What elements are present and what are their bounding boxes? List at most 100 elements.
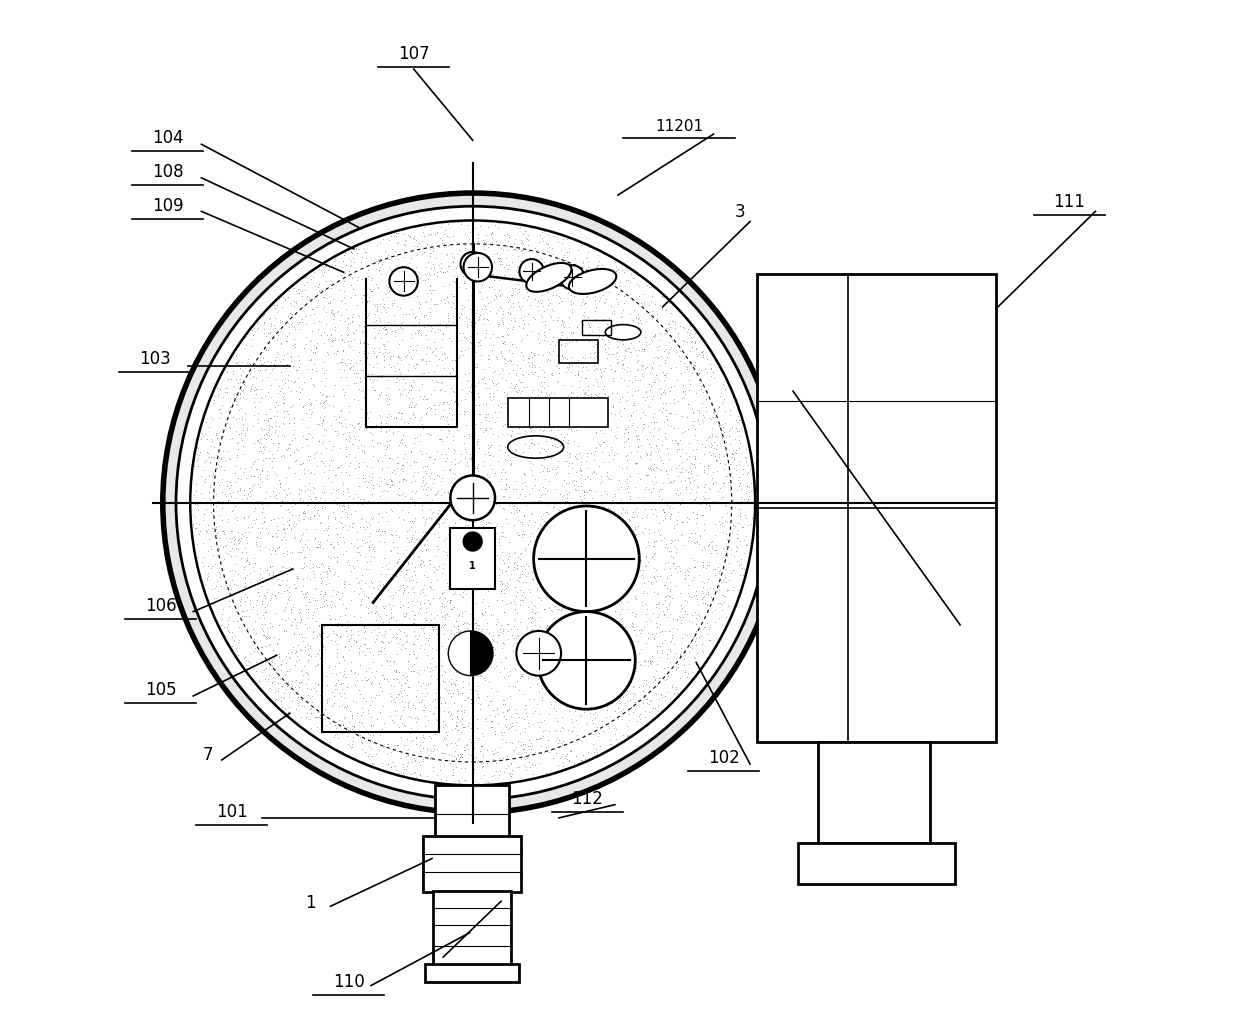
Point	[616, 577, 636, 593]
Point	[522, 525, 542, 542]
Point	[609, 405, 629, 422]
Point	[516, 643, 536, 659]
Point	[470, 258, 490, 274]
Point	[247, 316, 267, 332]
Point	[683, 579, 703, 595]
Point	[471, 669, 491, 685]
Point	[366, 706, 386, 722]
Point	[342, 647, 362, 663]
Point	[440, 764, 460, 780]
Point	[250, 357, 270, 373]
Point	[525, 359, 544, 375]
Point	[250, 422, 270, 438]
Point	[603, 543, 622, 559]
Point	[211, 548, 231, 564]
Point	[296, 316, 316, 332]
Point	[352, 741, 372, 757]
Point	[427, 262, 446, 278]
Point	[304, 604, 324, 620]
Point	[340, 315, 360, 331]
Point	[270, 289, 290, 305]
Point	[613, 549, 632, 565]
Point	[508, 527, 528, 544]
Point	[711, 383, 730, 399]
Point	[212, 522, 232, 538]
Point	[604, 739, 624, 755]
Point	[234, 510, 254, 526]
Point	[340, 425, 360, 441]
Point	[497, 572, 517, 588]
Point	[534, 444, 554, 460]
Point	[492, 328, 512, 344]
Point	[503, 283, 523, 300]
Point	[383, 590, 403, 607]
Point	[600, 539, 620, 556]
Point	[270, 447, 290, 463]
Point	[345, 264, 365, 280]
Point	[397, 634, 417, 650]
Point	[429, 239, 449, 255]
Point	[378, 392, 398, 408]
Point	[718, 575, 738, 591]
Point	[350, 547, 370, 563]
Point	[600, 708, 620, 724]
Point	[481, 709, 501, 725]
Point	[368, 278, 388, 295]
Point	[590, 510, 610, 526]
Point	[347, 544, 367, 560]
Point	[717, 541, 737, 557]
Point	[357, 673, 377, 689]
Circle shape	[450, 475, 495, 520]
Point	[706, 620, 725, 636]
Point	[206, 479, 226, 495]
Point	[625, 502, 645, 518]
Point	[439, 257, 459, 273]
Point	[262, 354, 281, 370]
Point	[417, 642, 436, 658]
Point	[515, 596, 534, 613]
Point	[305, 390, 325, 406]
Point	[336, 401, 356, 418]
Point	[497, 679, 517, 695]
Point	[469, 764, 489, 780]
Point	[542, 618, 562, 634]
Point	[507, 572, 527, 588]
Point	[475, 694, 495, 710]
Point	[658, 307, 678, 323]
Point	[591, 725, 611, 742]
Point	[308, 655, 327, 672]
Point	[596, 400, 616, 417]
Point	[308, 566, 327, 582]
Point	[419, 682, 439, 698]
Point	[350, 657, 370, 674]
Point	[255, 469, 275, 486]
Point	[430, 422, 450, 438]
Point	[675, 567, 694, 583]
Point	[326, 724, 346, 741]
Point	[552, 313, 572, 329]
Point	[303, 656, 322, 673]
Point	[622, 402, 642, 419]
Point	[645, 468, 665, 485]
Point	[613, 673, 632, 689]
Point	[360, 625, 379, 641]
Point	[708, 390, 728, 406]
Point	[487, 253, 507, 269]
Point	[358, 538, 378, 555]
Point	[243, 503, 263, 519]
Point	[475, 753, 495, 769]
Point	[284, 647, 304, 663]
Point	[556, 273, 575, 290]
Point	[636, 641, 656, 657]
Point	[622, 616, 642, 632]
Point	[596, 407, 616, 424]
Point	[429, 409, 449, 426]
Point	[265, 490, 285, 506]
Point	[484, 566, 503, 582]
Point	[434, 617, 454, 633]
Point	[491, 300, 511, 316]
Point	[487, 502, 507, 518]
Point	[538, 680, 558, 696]
Point	[573, 254, 593, 270]
Point	[657, 668, 677, 684]
